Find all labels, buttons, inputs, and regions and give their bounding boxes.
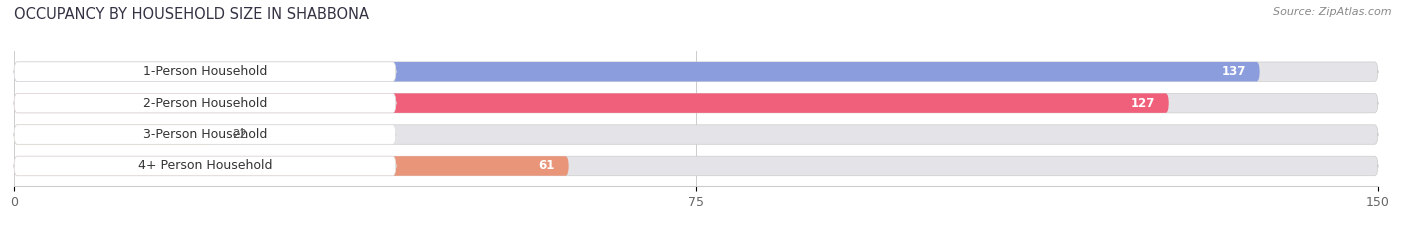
Text: 137: 137: [1222, 65, 1246, 78]
FancyBboxPatch shape: [14, 62, 1260, 81]
Text: 1-Person Household: 1-Person Household: [143, 65, 267, 78]
FancyBboxPatch shape: [14, 125, 1378, 144]
Text: 127: 127: [1130, 97, 1156, 110]
Text: 22: 22: [232, 128, 247, 141]
FancyBboxPatch shape: [14, 125, 214, 144]
FancyBboxPatch shape: [14, 156, 396, 176]
Text: 2-Person Household: 2-Person Household: [143, 97, 267, 110]
Text: 3-Person Household: 3-Person Household: [143, 128, 267, 141]
FancyBboxPatch shape: [14, 93, 1378, 113]
FancyBboxPatch shape: [14, 62, 396, 81]
FancyBboxPatch shape: [14, 156, 568, 176]
Text: OCCUPANCY BY HOUSEHOLD SIZE IN SHABBONA: OCCUPANCY BY HOUSEHOLD SIZE IN SHABBONA: [14, 7, 368, 22]
FancyBboxPatch shape: [14, 62, 1378, 81]
FancyBboxPatch shape: [14, 93, 1168, 113]
Text: 61: 61: [538, 159, 555, 172]
FancyBboxPatch shape: [14, 156, 1378, 176]
Text: Source: ZipAtlas.com: Source: ZipAtlas.com: [1274, 7, 1392, 17]
Text: 4+ Person Household: 4+ Person Household: [138, 159, 273, 172]
FancyBboxPatch shape: [14, 125, 396, 144]
FancyBboxPatch shape: [14, 93, 396, 113]
